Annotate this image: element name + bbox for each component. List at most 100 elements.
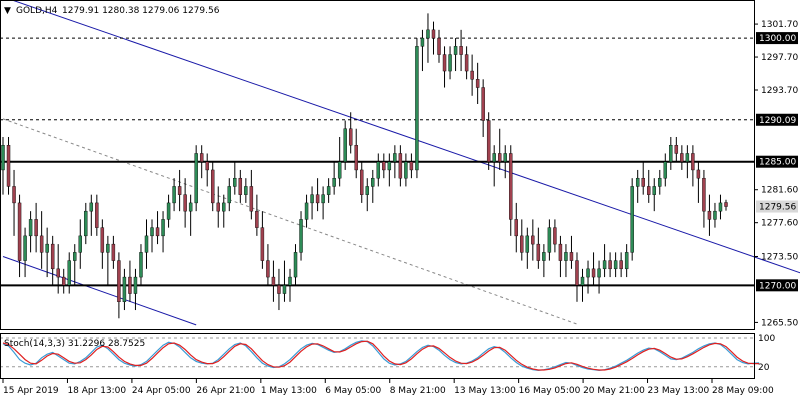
candle-body xyxy=(580,276,585,286)
candle-body xyxy=(227,186,232,204)
price-tick-label: 1293.70 xyxy=(761,86,798,96)
candle-body xyxy=(707,210,712,220)
current-price-text: 1279.56 xyxy=(759,203,796,213)
time-tick-label: 6 May 05:00 xyxy=(325,386,381,396)
candle-body xyxy=(34,219,38,237)
candle-body xyxy=(575,260,579,286)
candle-body xyxy=(431,29,436,39)
price-tick-label: 1273.50 xyxy=(761,252,798,262)
candle-body xyxy=(95,202,99,228)
candle-body xyxy=(475,79,480,88)
candle-body xyxy=(481,87,485,121)
candle-body xyxy=(288,276,292,286)
candle-body xyxy=(67,260,71,286)
candle-body xyxy=(597,268,601,278)
candle-body xyxy=(525,235,530,253)
candle-body xyxy=(685,153,690,162)
candle-body xyxy=(718,202,723,212)
candle-body xyxy=(211,169,215,204)
time-tick-label: 13 May 13:00 xyxy=(454,386,516,396)
level-label-box xyxy=(756,113,798,126)
candle-body xyxy=(448,54,452,72)
candle-body xyxy=(61,276,66,286)
candle-body xyxy=(45,243,49,253)
candle-body xyxy=(249,186,254,212)
candle-body xyxy=(669,145,673,162)
candle-body xyxy=(144,235,149,253)
candle-body xyxy=(536,243,541,261)
candle-body xyxy=(486,120,491,162)
level-label-text: 1285.00 xyxy=(759,158,796,168)
time-axis: 15 Apr 2019 18 Apr 13:00 24 Apr 05:00 26 Ap… xyxy=(2,379,774,396)
candle-body xyxy=(106,243,110,253)
candle-body xyxy=(564,252,568,261)
candle-body xyxy=(244,186,248,195)
candle-body xyxy=(453,46,458,55)
candle-body xyxy=(343,128,347,162)
candle-body xyxy=(133,276,138,294)
level-labels: 1300.00 1290.09 1285.00 1270.00 1279.56 xyxy=(756,32,798,292)
symbol-label: GOLD,H4 xyxy=(16,6,58,16)
candle-body xyxy=(503,153,507,162)
candle-body xyxy=(520,235,524,253)
level-label-text: 1290.09 xyxy=(759,116,796,126)
trendline xyxy=(2,256,197,326)
candle-body xyxy=(404,161,408,179)
candle-body xyxy=(150,227,154,237)
candle-body xyxy=(354,145,358,171)
candle-body xyxy=(619,260,623,270)
time-tick-label: 16 May 05:00 xyxy=(519,386,581,396)
candle-body xyxy=(459,46,463,55)
candle-body xyxy=(23,235,27,261)
candle-body xyxy=(360,169,364,195)
candle-body xyxy=(84,210,88,237)
price-tick-label: 1265.50 xyxy=(761,318,798,328)
main-plot-frame xyxy=(0,0,755,330)
price-tick-label: 1281.60 xyxy=(761,186,798,196)
candle-body xyxy=(183,194,187,212)
candle-body xyxy=(321,194,325,204)
stoch-level-label: 20 xyxy=(758,363,770,373)
time-tick-label: 18 Apr 13:00 xyxy=(67,386,126,396)
candle-body xyxy=(409,161,414,171)
candle-body xyxy=(188,202,193,212)
collapse-arrow-icon[interactable]: ▼ xyxy=(4,6,11,16)
candle-body xyxy=(663,161,668,179)
candle-body xyxy=(299,219,303,253)
candle-body xyxy=(199,153,204,162)
candle-body xyxy=(547,227,552,253)
candle-body xyxy=(376,161,381,179)
candle-body xyxy=(415,46,419,171)
candle-body xyxy=(304,202,309,220)
candle-body xyxy=(222,202,226,212)
candle-body xyxy=(177,186,182,195)
candle-body xyxy=(514,219,518,237)
candle-body xyxy=(100,227,105,253)
candle-body xyxy=(260,227,265,261)
trendlines xyxy=(2,0,800,326)
candle-body xyxy=(332,177,336,187)
candle-body xyxy=(426,29,430,39)
candle-body xyxy=(73,252,77,261)
candle-body xyxy=(586,268,590,278)
candlesticks xyxy=(1,13,728,319)
time-tick-label: 26 Apr 21:00 xyxy=(196,386,255,396)
candle-body xyxy=(492,153,496,162)
price-tick-label: 1301.70 xyxy=(761,20,798,30)
candle-body xyxy=(680,153,684,162)
candle-body xyxy=(613,260,618,270)
candle-body xyxy=(50,243,55,270)
candle-body xyxy=(166,202,171,220)
candle-body xyxy=(702,177,706,212)
level-label-text: 1300.00 xyxy=(759,34,796,44)
candle-body xyxy=(56,268,60,278)
stoch-level-label: 100 xyxy=(758,334,775,344)
candle-body xyxy=(194,153,198,204)
candle-body xyxy=(255,210,259,228)
candle-body xyxy=(277,285,281,294)
candle-body xyxy=(233,177,237,187)
candle-body xyxy=(420,37,425,47)
time-tick-label: 15 Apr 2019 xyxy=(3,386,59,396)
level-label-box xyxy=(756,32,798,45)
